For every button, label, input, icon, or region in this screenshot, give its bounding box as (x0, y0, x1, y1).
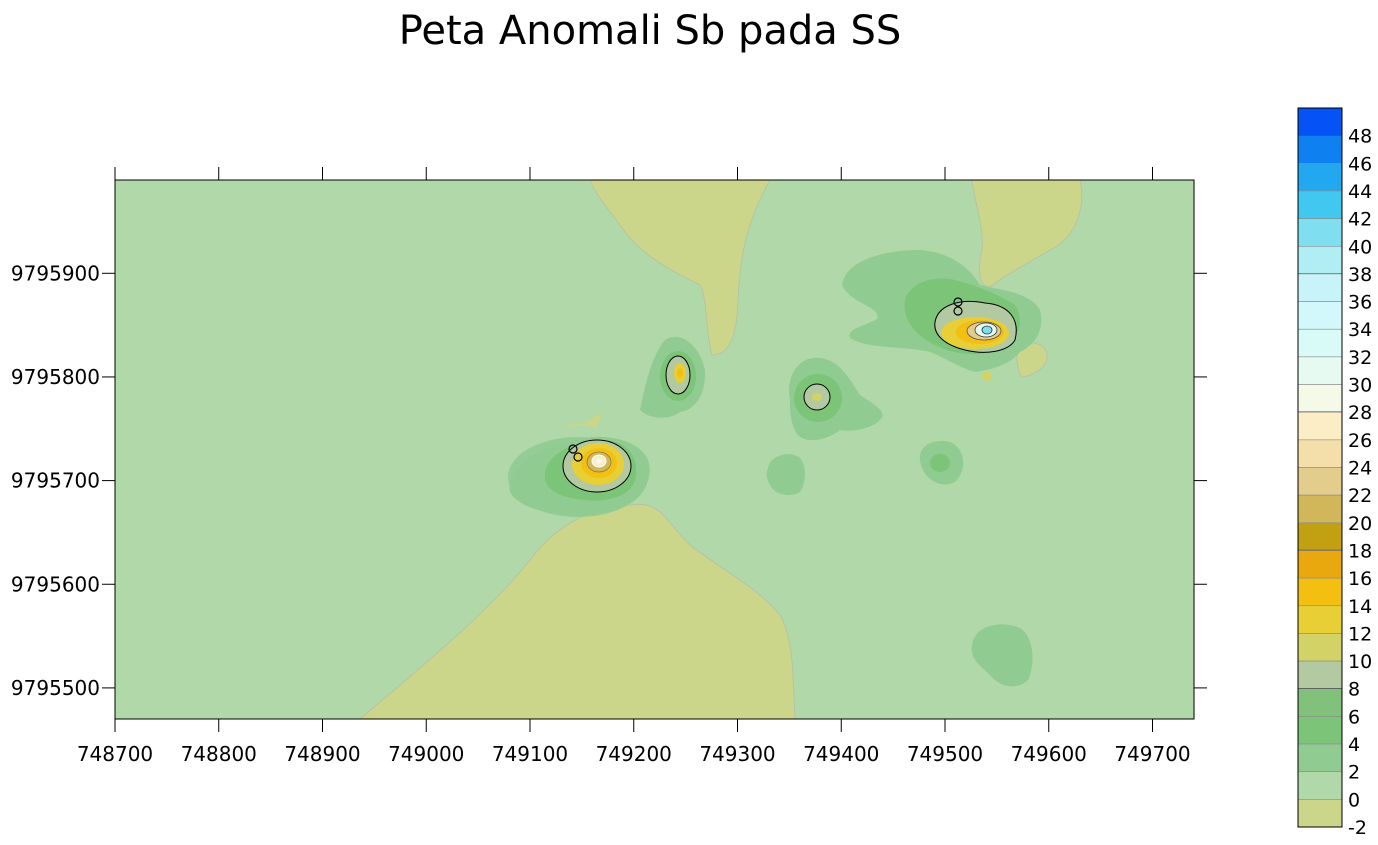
legend-label: 44 (1348, 181, 1372, 203)
y-tick-label: 9795500 (11, 676, 100, 700)
legend-swatch (1297, 245, 1343, 275)
legend-swatch (1297, 494, 1343, 524)
x-tick-label: 749700 (1114, 742, 1190, 766)
legend-swatch (1297, 522, 1343, 551)
legend-swatch (1297, 467, 1343, 496)
legend-label: 8 (1348, 679, 1360, 701)
anomaly-1-side-contour-2 (573, 452, 583, 462)
legend-label: 28 (1348, 402, 1372, 424)
low-region-top-center (589, 180, 771, 356)
legend-label: 42 (1348, 209, 1372, 231)
legend-label: 40 (1348, 236, 1372, 258)
low-region-bottom (359, 503, 796, 719)
legend-label: 12 (1348, 623, 1372, 645)
legend-label: 30 (1348, 375, 1372, 397)
anomaly-5-level-4 (930, 454, 950, 472)
x-tick-label: 749500 (907, 742, 983, 766)
color-legend: 4846444240383634323028262422201816141210… (1297, 107, 1372, 839)
anomaly-6-level-2 (971, 624, 1033, 687)
legend-swatch (1297, 301, 1343, 330)
legend-label: 16 (1348, 568, 1372, 590)
x-tick-label: 749300 (699, 742, 775, 766)
legend-label: 32 (1348, 347, 1372, 369)
legend-label: 4 (1348, 734, 1360, 756)
low-region-tiny-left (566, 414, 602, 428)
legend-swatch (1297, 660, 1343, 690)
legend-swatch (1297, 356, 1343, 385)
y-tick-label: 9795600 (11, 572, 100, 596)
legend-label: 38 (1348, 264, 1372, 286)
legend-swatch (1297, 771, 1343, 800)
low-region-small-right (1016, 342, 1048, 378)
y-tick-label: 9795700 (11, 469, 100, 493)
legend-swatch (1297, 163, 1343, 192)
legend-swatch (1297, 577, 1343, 607)
legend-swatch (1297, 716, 1343, 745)
legend-label: 48 (1348, 126, 1372, 148)
legend-label: 46 (1348, 153, 1372, 175)
anomaly-1-level-30 (596, 458, 602, 464)
legend-label: 26 (1348, 430, 1372, 452)
legend-label: 36 (1348, 292, 1372, 314)
low-region-top-right (971, 180, 1082, 288)
legend-label: 0 (1348, 789, 1360, 811)
y-tick-label: 9795800 (11, 365, 100, 389)
legend-swatch (1297, 107, 1343, 136)
legend-label: 18 (1348, 540, 1372, 562)
legend-swatch (1297, 411, 1343, 441)
legend-swatch (1297, 605, 1343, 634)
x-tick-label: 749200 (596, 742, 672, 766)
legend-label: 14 (1348, 596, 1372, 618)
x-tick-label: 749100 (492, 742, 568, 766)
anomaly-3-level-10 (812, 393, 822, 401)
legend-label: 34 (1348, 319, 1372, 341)
plot-area (115, 180, 1194, 719)
legend-swatch (1297, 135, 1343, 164)
anomaly-1-side-contour (568, 444, 578, 454)
y-tick-label: 9795900 (11, 261, 100, 285)
legend-swatch (1297, 688, 1343, 717)
legend-label: 10 (1348, 651, 1372, 673)
legend-label: -2 (1348, 817, 1367, 839)
legend-swatch (1297, 384, 1343, 413)
legend-swatch (1297, 273, 1343, 302)
x-tick-label: 748700 (77, 742, 153, 766)
legend-swatch (1297, 328, 1343, 358)
axes: 748700 748800 748900 749000 749100 749200 7493… (11, 167, 1207, 766)
x-tick-label: 749600 (1011, 742, 1087, 766)
legend-swatch (1297, 799, 1343, 828)
plot-frame (114, 179, 1195, 720)
legend-frame (1297, 107, 1343, 828)
anomaly-2-level-14 (677, 368, 683, 378)
x-tick-label: 748800 (181, 742, 257, 766)
legend-swatch (1297, 743, 1343, 772)
x-tick-label: 748900 (284, 742, 360, 766)
anomaly-7-level-2 (766, 454, 805, 496)
legend-swatch (1297, 439, 1343, 468)
legend-label: 22 (1348, 485, 1372, 507)
legend-label: 20 (1348, 513, 1372, 535)
anomaly-4-side-contour (953, 297, 963, 307)
anomaly-4-level-38 (981, 325, 993, 335)
x-tick-label: 749000 (388, 742, 464, 766)
legend-swatch (1297, 218, 1343, 247)
legend-swatch (1297, 633, 1343, 662)
legend-swatch (1297, 550, 1343, 579)
anomaly-4-side-contour-2 (953, 306, 963, 316)
legend-label: 24 (1348, 458, 1372, 480)
legend-swatch (1297, 190, 1343, 219)
x-tick-label: 749400 (803, 742, 879, 766)
chart-title: Peta Anomali Sb pada SS (398, 8, 902, 54)
legend-label: 2 (1348, 762, 1360, 784)
legend-label: 6 (1348, 706, 1360, 728)
anomaly-8-level-12 (982, 371, 992, 381)
